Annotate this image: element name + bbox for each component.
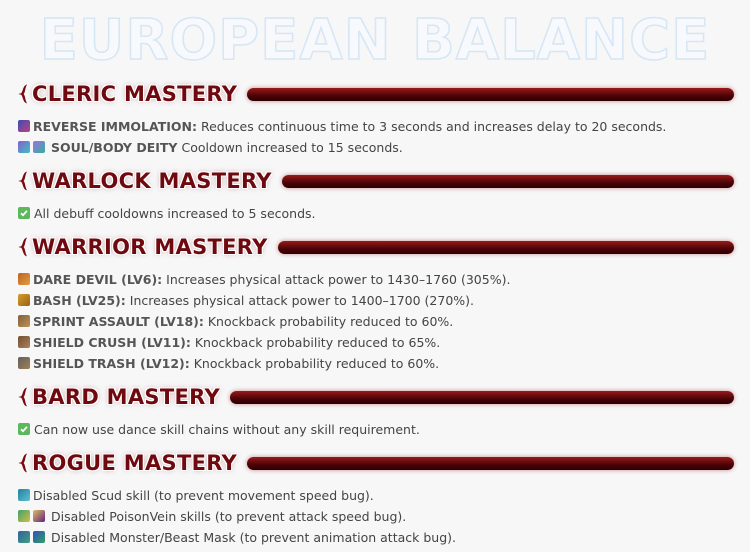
item-text: Knockback probability reduced to 60%. <box>193 355 440 371</box>
item-text: Can now use dance skill chains without a… <box>34 421 420 437</box>
check-icon <box>18 207 30 219</box>
bracket-icon <box>16 452 29 474</box>
section-title: WARRIOR MASTERY <box>32 235 268 259</box>
item: DARE DEVIL (LV6): Increases physical atta… <box>18 270 510 288</box>
skill-icon <box>18 315 30 327</box>
section-heading: WARLOCK MASTERY <box>16 167 734 195</box>
item: SOUL/BODY DEITY Cooldown increased to 15 … <box>18 138 403 156</box>
skill-icon <box>18 141 30 153</box>
item-text: Knockback probability reduced to 60%. <box>207 313 454 329</box>
skill-icon <box>33 531 45 543</box>
page-title: EUROPEAN BALANCE <box>39 7 711 74</box>
section-heading: WARRIOR MASTERY <box>16 233 734 261</box>
skill-icon <box>18 273 30 285</box>
skill-name: REVERSE IMMOLATION: <box>33 118 197 134</box>
check-icon <box>18 423 30 435</box>
skill-name: SPRINT ASSAULT (LV18): <box>33 313 204 329</box>
skill-icon <box>33 510 45 522</box>
item: BASH (LV25): Increases physical attack po… <box>18 291 474 309</box>
item-text: All debuff cooldowns increased to 5 seco… <box>34 205 316 221</box>
skill-icon <box>18 120 30 132</box>
bracket-icon <box>16 83 29 105</box>
skill-icon <box>18 336 30 348</box>
section-title: BARD MASTERY <box>32 385 220 409</box>
section-title: WARLOCK MASTERY <box>32 169 272 193</box>
item-text: Increases physical attack power to 1400–… <box>129 292 475 308</box>
bracket-icon <box>16 386 29 408</box>
item: Disabled Monster/Beast Mask (to prevent … <box>18 528 456 546</box>
heading-bar <box>247 87 734 101</box>
section-heading: ROGUE MASTERY <box>16 449 734 477</box>
item: Disabled PoisonVein skills (to prevent a… <box>18 507 406 525</box>
item: SPRINT ASSAULT (LV18): Knockback probabil… <box>18 312 453 330</box>
item: All debuff cooldowns increased to 5 seco… <box>18 204 316 222</box>
section-heading: BARD MASTERY <box>16 383 734 411</box>
heading-bar <box>247 456 734 470</box>
skill-name: BASH (LV25): <box>33 292 126 308</box>
item: REVERSE IMMOLATION: Reduces continuous ti… <box>18 117 666 135</box>
item: SHIELD CRUSH (LV11): Knockback probabilit… <box>18 333 440 351</box>
bracket-icon <box>16 170 29 192</box>
section-title: CLERIC MASTERY <box>32 82 238 106</box>
item: Can now use dance skill chains without a… <box>18 420 420 438</box>
skill-name: DARE DEVIL (LV6): <box>33 271 163 287</box>
section-title: ROGUE MASTERY <box>32 451 238 475</box>
heading-bar <box>277 240 734 254</box>
item: Disabled Scud skill (to prevent movement… <box>18 486 374 504</box>
skill-icon <box>18 357 30 369</box>
item-text: Knockback probability reduced to 65%. <box>194 334 441 350</box>
item-text: Disabled Monster/Beast Mask (to prevent … <box>51 529 456 545</box>
skill-icon <box>18 489 30 501</box>
bracket-icon <box>16 236 29 258</box>
heading-bar <box>281 174 734 188</box>
item-text: Reduces continuous time to 3 seconds and… <box>200 118 667 134</box>
skill-icon <box>18 531 30 543</box>
skill-name: SHIELD TRASH (LV12): <box>33 355 190 371</box>
skill-name: SHIELD CRUSH (LV11): <box>33 334 191 350</box>
skill-icon <box>18 510 30 522</box>
skill-name: SOUL/BODY DEITY <box>51 139 178 155</box>
skill-icon <box>18 294 30 306</box>
item: SHIELD TRASH (LV12): Knockback probabilit… <box>18 354 439 372</box>
item-text: Cooldown increased to 15 seconds. <box>181 139 403 155</box>
item-text: Disabled Scud skill (to prevent movement… <box>33 487 374 503</box>
skill-icon <box>33 141 45 153</box>
item-text: Increases physical attack power to 1430–… <box>166 271 511 287</box>
heading-bar <box>229 390 734 404</box>
section-heading: CLERIC MASTERY <box>16 80 734 108</box>
item-text: Disabled PoisonVein skills (to prevent a… <box>51 508 407 524</box>
